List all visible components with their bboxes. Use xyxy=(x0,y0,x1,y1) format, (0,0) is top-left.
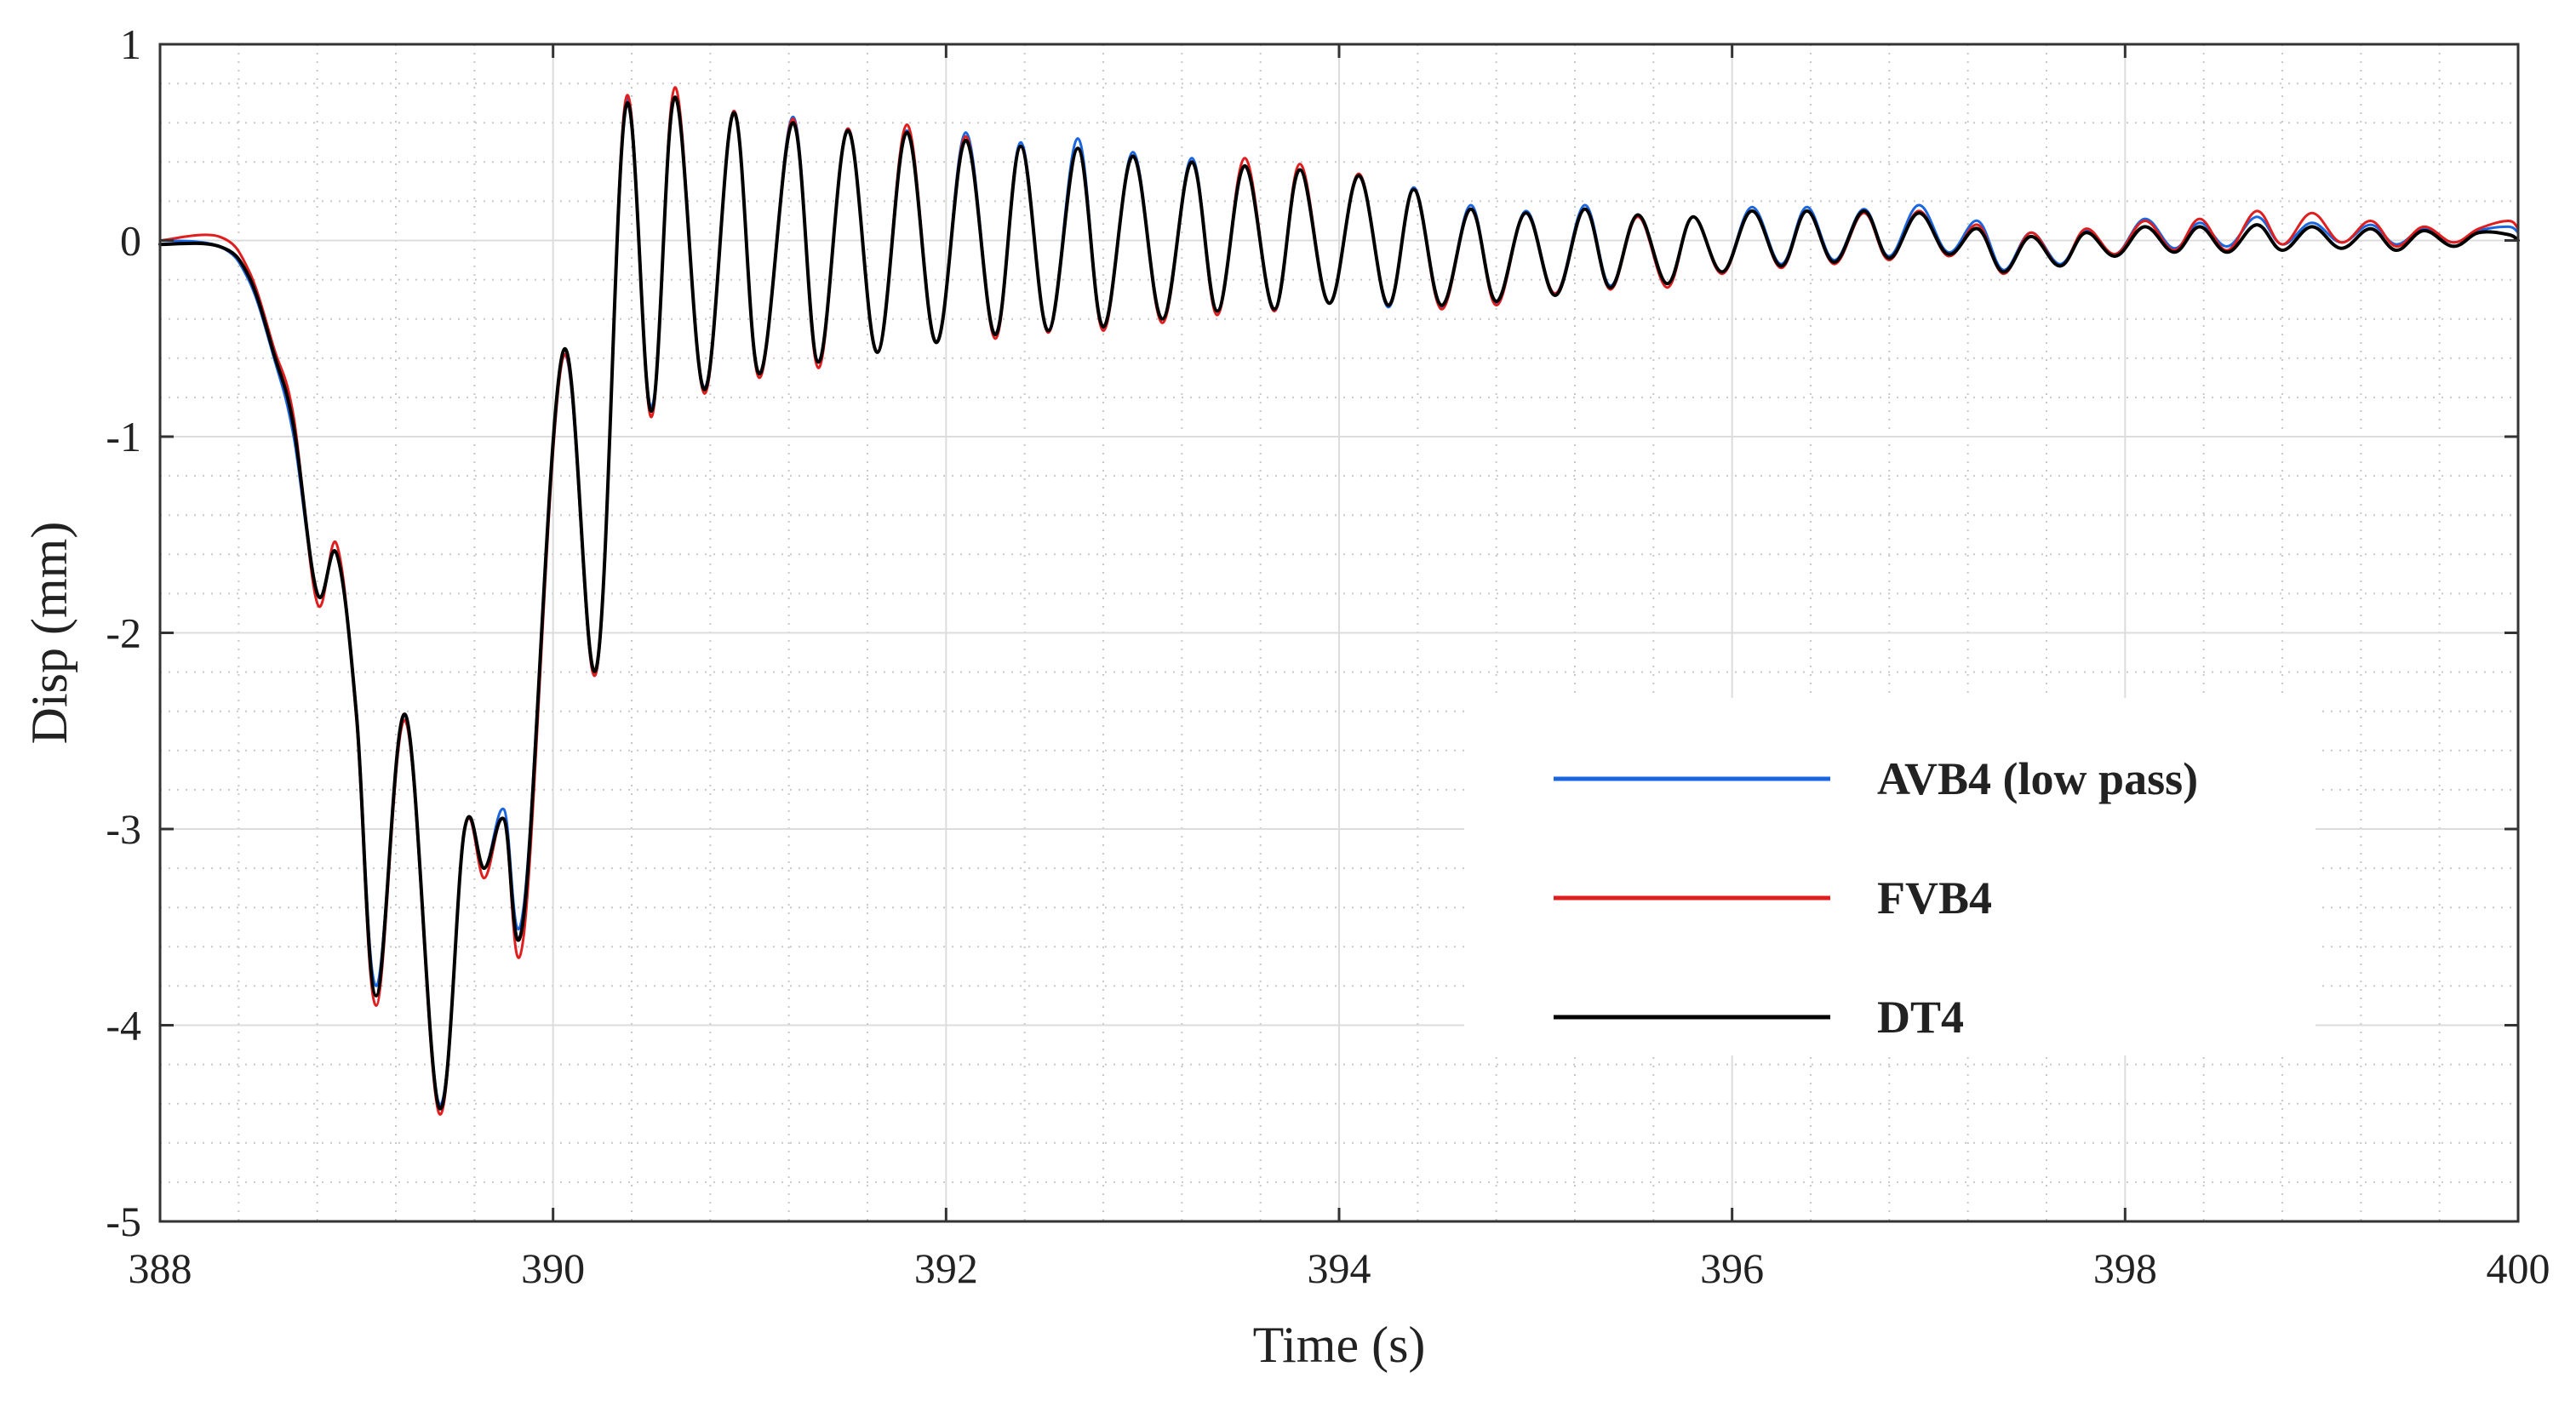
x-tick-label: 398 xyxy=(2093,1244,2157,1292)
legend-box xyxy=(1464,698,2316,1055)
tick-labels: 388 390 392 394 396 398 400 1 0 -1 -2 -3 -4 -5 xyxy=(106,20,2550,1292)
legend-label-dt4: DT4 xyxy=(1877,992,1964,1043)
y-tick-label: -5 xyxy=(106,1198,141,1245)
x-tick-label: 394 xyxy=(1308,1244,1371,1292)
legend-entries: AVB4 (low pass) FVB4 DT4 xyxy=(1554,753,2198,1043)
x-tick-label: 388 xyxy=(129,1244,192,1292)
legend: AVB4 (low pass) FVB4 DT4 xyxy=(1464,698,2316,1055)
x-tick-label: 396 xyxy=(1700,1244,1764,1292)
y-tick-label: -4 xyxy=(106,1002,141,1049)
series-line-dt4 xyxy=(158,95,2520,1111)
x-tick-label: 400 xyxy=(2487,1244,2550,1292)
x-tick-label: 390 xyxy=(521,1244,585,1292)
legend-label-avb4-low-pass: AVB4 (low pass) xyxy=(1877,753,2198,804)
x-axis-title: Time (s) xyxy=(1253,1317,1426,1373)
series-layer xyxy=(158,86,2520,1116)
y-tick-label: -1 xyxy=(106,413,141,460)
major-grid xyxy=(160,44,2518,1221)
x-tick-label: 392 xyxy=(914,1244,978,1292)
y-axis-title: Disp (mm) xyxy=(21,522,77,745)
y-tick-label: 0 xyxy=(120,217,141,265)
y-tick-label: -3 xyxy=(106,805,141,853)
legend-label-fvb4: FVB4 xyxy=(1877,872,1992,924)
y-tick-label: 1 xyxy=(120,20,141,68)
y-tick-label: -2 xyxy=(106,609,141,657)
axis-ticks xyxy=(158,43,2520,1223)
